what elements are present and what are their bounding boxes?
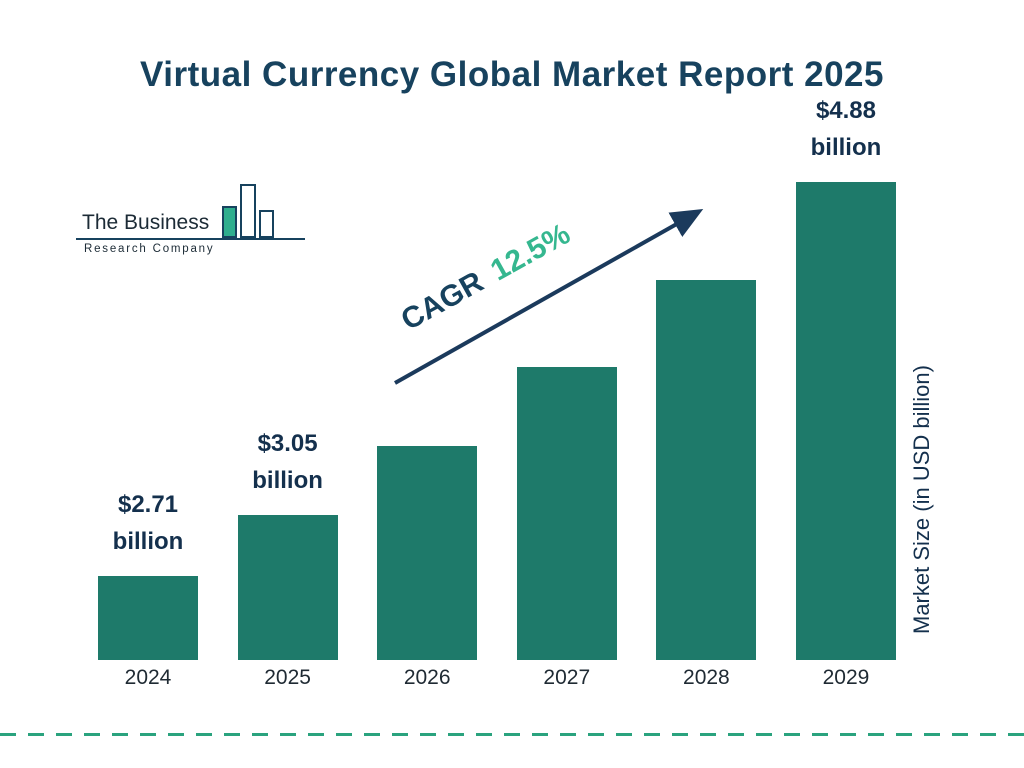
bar-value-unit: billion — [112, 527, 184, 555]
bar-2026 — [377, 446, 478, 660]
bar-2027 — [516, 367, 617, 660]
bar-value-unit: billion — [252, 466, 323, 494]
x-axis-label-2024: 2024 — [124, 666, 172, 689]
bar-column-2026 — [377, 446, 478, 660]
bar-value-amount: $3.05 — [257, 429, 318, 457]
bar-value-amount: $2.71 — [117, 490, 179, 518]
bar-value-amount: $4.88 — [815, 96, 876, 124]
x-axis-label-2028: 2028 — [683, 666, 730, 689]
y-axis-label: Market Size (in USD billion) — [909, 365, 934, 635]
x-axis-label-2029: 2029 — [822, 666, 870, 689]
company-logo: The Business Research Company — [76, 182, 306, 255]
bar-value-label-2029: $4.88 billion — [811, 92, 882, 166]
bar-column-2024: $2.71 billion — [98, 486, 198, 660]
bar-column-2028 — [656, 280, 757, 660]
bar-column-2029: $4.88 billion — [795, 92, 896, 660]
page-title: Virtual Currency Global Market Report 20… — [140, 55, 884, 95]
bar-value-unit: billion — [810, 133, 882, 161]
bottom-dashed-divider — [0, 733, 1024, 736]
bar-2024 — [98, 576, 198, 660]
x-axis-label-2026: 2026 — [403, 666, 451, 689]
logo-name-line1: The Business — [82, 211, 210, 234]
bar-chart-plot-area: $2.71 billion $3.05 billion $4.88 billion — [98, 92, 896, 660]
logo-name-line2: Research Company — [84, 243, 215, 255]
x-axis-label-2025: 2025 — [264, 666, 311, 689]
bar-column-2027 — [516, 367, 617, 660]
bar-chart-logo-icon — [222, 184, 275, 238]
bar-2025 — [237, 515, 338, 660]
bar-value-label-2025: $3.05 billion — [252, 425, 323, 499]
bar-2029 — [795, 182, 896, 660]
x-axis-labels: 2024 2025 2026 2027 2028 2029 — [98, 666, 896, 690]
bar-value-label-2024: $2.71 billion — [113, 486, 184, 560]
logo-top-row: The Business — [76, 182, 306, 240]
bar-2028 — [656, 280, 757, 660]
bar-column-2025: $3.05 billion — [237, 425, 338, 660]
x-axis-label-2027: 2027 — [543, 666, 591, 689]
